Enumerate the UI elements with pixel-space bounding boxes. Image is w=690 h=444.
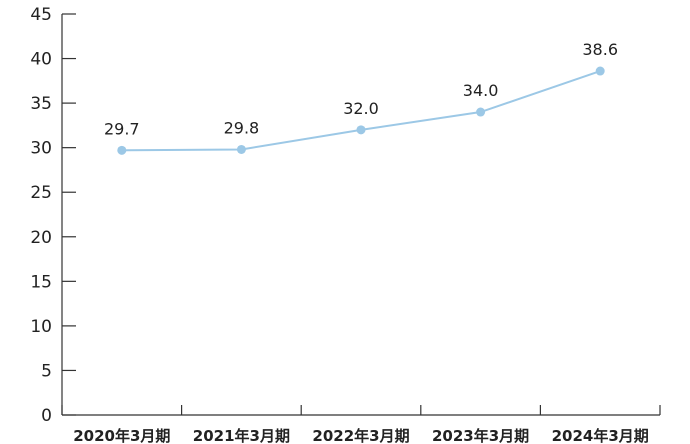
y-tick-label: 25 <box>30 183 52 203</box>
x-axis: 2020年3月期 2021年3月期 2022年3月期 2023年3月期 2024年3月期 <box>61 405 661 444</box>
y-tick-label: 0 <box>41 406 52 426</box>
data-point <box>117 145 127 155</box>
y-tick-label: 15 <box>30 272 52 292</box>
series: 29.7 29.8 32.0 34.0 38.6 <box>104 40 618 155</box>
data-label: 29.7 <box>104 119 140 138</box>
y-tick-label: 40 <box>30 50 52 70</box>
y-tick-label: 5 <box>41 361 52 381</box>
data-label: 29.8 <box>224 118 260 137</box>
x-tick-label: 2020年3月期 <box>73 427 170 444</box>
data-label: 38.6 <box>582 40 618 59</box>
y-tick-label: 30 <box>30 139 52 159</box>
x-tick-label: 2022年3月期 <box>312 427 409 444</box>
data-label: 32.0 <box>343 99 379 118</box>
y-tick-label: 20 <box>30 228 52 248</box>
data-point <box>236 144 246 154</box>
y-tick-label: 10 <box>30 317 52 337</box>
x-tick-label: 2023年3月期 <box>432 427 529 444</box>
data-point <box>356 125 366 135</box>
x-tick-label: 2024年3月期 <box>552 427 649 444</box>
y-axis: 0 5 10 15 20 25 30 35 40 45 <box>30 5 76 426</box>
x-tick-label: 2021年3月期 <box>193 427 290 444</box>
y-tick-label: 45 <box>30 5 52 25</box>
y-tick-label: 35 <box>30 94 52 114</box>
data-point <box>595 66 605 76</box>
data-point <box>476 107 486 117</box>
data-label: 34.0 <box>463 81 499 100</box>
